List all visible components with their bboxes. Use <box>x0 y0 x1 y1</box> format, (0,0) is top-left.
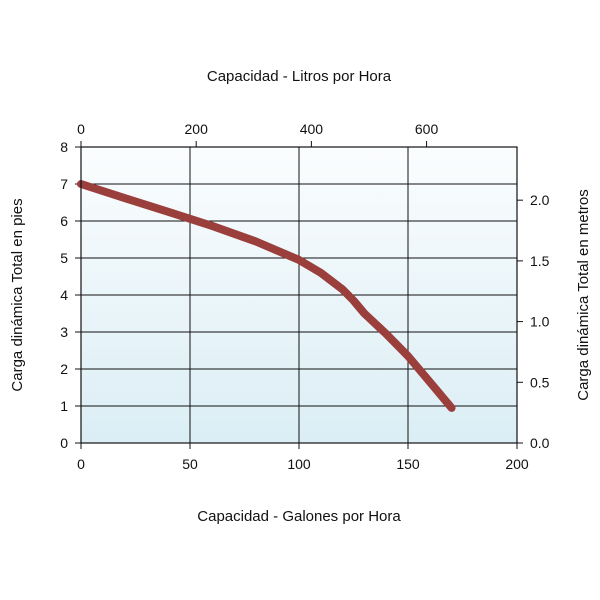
y-right-tick-label: 0.0 <box>530 435 550 451</box>
head-capacity-curve <box>77 180 456 412</box>
x-bottom-tick-label: 50 <box>182 456 198 472</box>
x-top-tick-label: 600 <box>415 121 439 137</box>
x-bottom-tick-label: 150 <box>396 456 420 472</box>
x-bottom-axis-title: Capacidad - Galones por Hora <box>197 508 401 525</box>
y-left-tick-label: 8 <box>60 139 68 155</box>
y-left-tick-label: 6 <box>60 213 68 229</box>
y-right-tick-label: 2.0 <box>530 192 550 208</box>
plot-frame <box>80 146 518 444</box>
x-top-axis-title: Capacidad - Litros por Hora <box>207 68 392 85</box>
x-bottom-tick-label: 0 <box>77 456 85 472</box>
y-left-tick-label: 5 <box>60 250 68 266</box>
y-right-tick-label: 1.5 <box>530 253 550 269</box>
x-top-tick-label: 400 <box>300 121 324 137</box>
y-right-tick-label: 0.5 <box>530 374 550 390</box>
x-bottom-tick-label: 100 <box>287 456 311 472</box>
x-top-tick-label: 200 <box>185 121 209 137</box>
y-left-axis-title: Carga dinámica Total en pies <box>9 198 26 391</box>
y-left-tick-label: 4 <box>60 287 68 303</box>
y-right-tick-label: 1.0 <box>530 314 550 330</box>
x-bottom-tick-label: 200 <box>505 456 529 472</box>
grid-lines <box>81 147 517 443</box>
y-right-axis-title: Carga dinámica Total en metros <box>575 189 592 401</box>
y-left-tick-label: 2 <box>60 361 68 377</box>
x-top-tick-label: 0 <box>77 121 85 137</box>
y-left-tick-label: 3 <box>60 324 68 340</box>
y-left-tick-label: 7 <box>60 176 68 192</box>
axis-ticks <box>75 141 523 449</box>
y-left-tick-label: 1 <box>60 398 68 414</box>
y-left-tick-label: 0 <box>60 435 68 451</box>
